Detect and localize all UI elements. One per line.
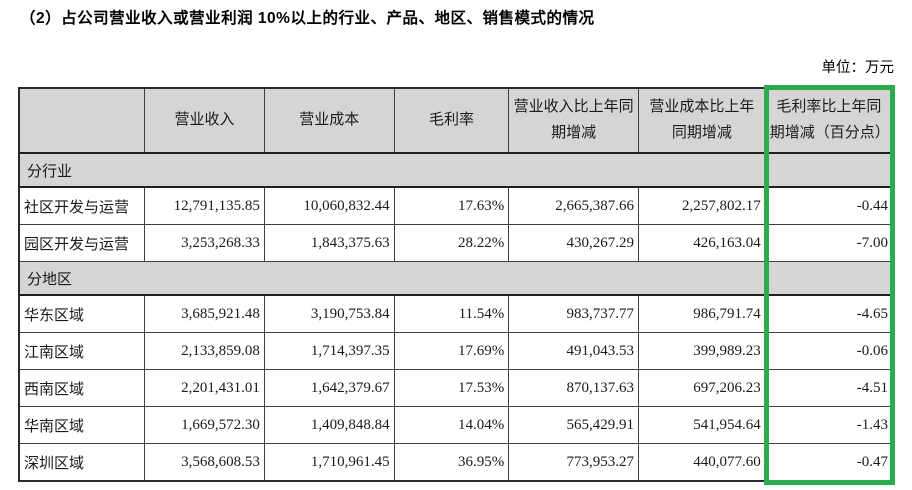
cell-value: 2,257,802.17 bbox=[638, 186, 766, 225]
cell-value: 440,077.60 bbox=[638, 443, 766, 482]
cell-value: 3,568,608.53 bbox=[144, 443, 265, 482]
table-body: 分行业 社区开发与运营 12,791,135.85 10,060,832.44 17.6… bbox=[18, 152, 894, 482]
row-label: 西南区域 bbox=[18, 369, 146, 407]
row-label: 园区开发与运营 bbox=[18, 224, 146, 262]
cell-value: 1,714,397.35 bbox=[263, 332, 395, 370]
cell-value: 1,669,572.30 bbox=[144, 406, 265, 444]
cell-value: 565,429.91 bbox=[508, 406, 639, 444]
column-header-blank bbox=[18, 87, 146, 154]
row-label: 社区开发与运营 bbox=[18, 186, 146, 225]
row-label: 深圳区域 bbox=[18, 443, 146, 482]
section-header-row: 分地区 bbox=[18, 261, 894, 296]
cell-value: -0.44 bbox=[764, 186, 894, 225]
table-row: 社区开发与运营 12,791,135.85 10,060,832.44 17.63% 2… bbox=[18, 186, 894, 225]
table-row: 园区开发与运营 3,253,268.33 1,843,375.63 28.22% 430… bbox=[18, 224, 894, 262]
column-header-revenue: 营业收入 bbox=[144, 87, 265, 154]
table-row: 华东区域 3,685,921.48 3,190,753.84 11.54% 983,73… bbox=[18, 294, 894, 333]
cell-value: 1,710,961.45 bbox=[263, 443, 395, 482]
section-title: （2）占公司营业收入或营业利润 10%以上的行业、产品、地区、销售模式的情况 bbox=[20, 10, 595, 27]
table-row: 深圳区域 3,568,608.53 1,710,961.45 36.95% 773,95… bbox=[18, 443, 894, 482]
cell-value: 1,642,379.67 bbox=[263, 369, 395, 407]
cell-value: -4.51 bbox=[764, 369, 894, 407]
cell-value: 3,190,753.84 bbox=[263, 294, 395, 333]
row-label: 华东区域 bbox=[18, 294, 146, 333]
cell-value: -1.43 bbox=[764, 406, 894, 444]
table-row: 江南区域 2,133,859.08 1,714,397.35 17.69% 491,04… bbox=[18, 332, 894, 370]
cell-value: 36.95% bbox=[393, 443, 510, 482]
cell-value: 10,060,832.44 bbox=[263, 186, 395, 225]
cell-value: -0.06 bbox=[764, 332, 894, 370]
cell-value: 1,409,848.84 bbox=[263, 406, 395, 444]
cell-value: 491,043.53 bbox=[508, 332, 639, 370]
cell-value: 426,163.04 bbox=[638, 224, 766, 262]
cell-value: -4.65 bbox=[764, 294, 894, 333]
column-header-revenue-yoy: 营业收入比上年同期增减 bbox=[508, 87, 639, 154]
cell-value: -7.00 bbox=[764, 224, 894, 262]
column-header-cost: 营业成本 bbox=[263, 87, 395, 154]
table-header-row: 营业收入 营业成本 毛利率 营业收入比上年同期增减 营业成本比上年同期增减 毛利… bbox=[18, 87, 894, 154]
cell-value: -0.47 bbox=[764, 443, 894, 482]
cell-value: 541,954.64 bbox=[638, 406, 766, 444]
cell-value: 28.22% bbox=[393, 224, 510, 262]
cell-value: 2,133,859.08 bbox=[144, 332, 265, 370]
unit-label: 单位：万元 bbox=[821, 60, 895, 76]
column-header-gross-margin: 毛利率 bbox=[393, 87, 510, 154]
cell-value: 2,201,431.01 bbox=[144, 369, 265, 407]
cell-value: 697,206.23 bbox=[638, 369, 766, 407]
cell-value: 17.53% bbox=[393, 369, 510, 407]
table-row: 西南区域 2,201,431.01 1,642,379.67 17.53% 870,13… bbox=[18, 369, 894, 407]
cell-value: 3,685,921.48 bbox=[144, 294, 265, 333]
cell-value: 1,843,375.63 bbox=[263, 224, 395, 262]
cell-value: 983,737.77 bbox=[508, 294, 639, 333]
cell-value: 12,791,135.85 bbox=[144, 186, 265, 225]
cell-value: 17.63% bbox=[393, 186, 510, 225]
cell-value: 17.69% bbox=[393, 332, 510, 370]
table-row: 华南区域 1,669,572.30 1,409,848.84 14.04% 565,42… bbox=[18, 406, 894, 444]
column-header-cost-yoy: 营业成本比上年同期增减 bbox=[638, 87, 766, 154]
section-header-label: 分行业 bbox=[18, 152, 894, 188]
cell-value: 986,791.74 bbox=[638, 294, 766, 333]
section-header-label: 分地区 bbox=[18, 261, 894, 296]
cell-value: 430,267.29 bbox=[508, 224, 639, 262]
cell-value: 870,137.63 bbox=[508, 369, 639, 407]
section-header-row: 分行业 bbox=[18, 152, 894, 188]
cell-value: 2,665,387.66 bbox=[508, 186, 639, 225]
cell-value: 3,253,268.33 bbox=[144, 224, 265, 262]
row-label: 华南区域 bbox=[18, 406, 146, 444]
cell-value: 773,953.27 bbox=[508, 443, 639, 482]
segment-revenue-table: 营业收入 营业成本 毛利率 营业收入比上年同期增减 营业成本比上年同期增减 毛利… bbox=[18, 87, 894, 482]
cell-value: 11.54% bbox=[393, 294, 510, 333]
column-header-margin-yoy: 毛利率比上年同期增减（百分点） bbox=[764, 87, 894, 154]
cell-value: 399,989.23 bbox=[638, 332, 766, 370]
cell-value: 14.04% bbox=[393, 406, 510, 444]
row-label: 江南区域 bbox=[18, 332, 146, 370]
